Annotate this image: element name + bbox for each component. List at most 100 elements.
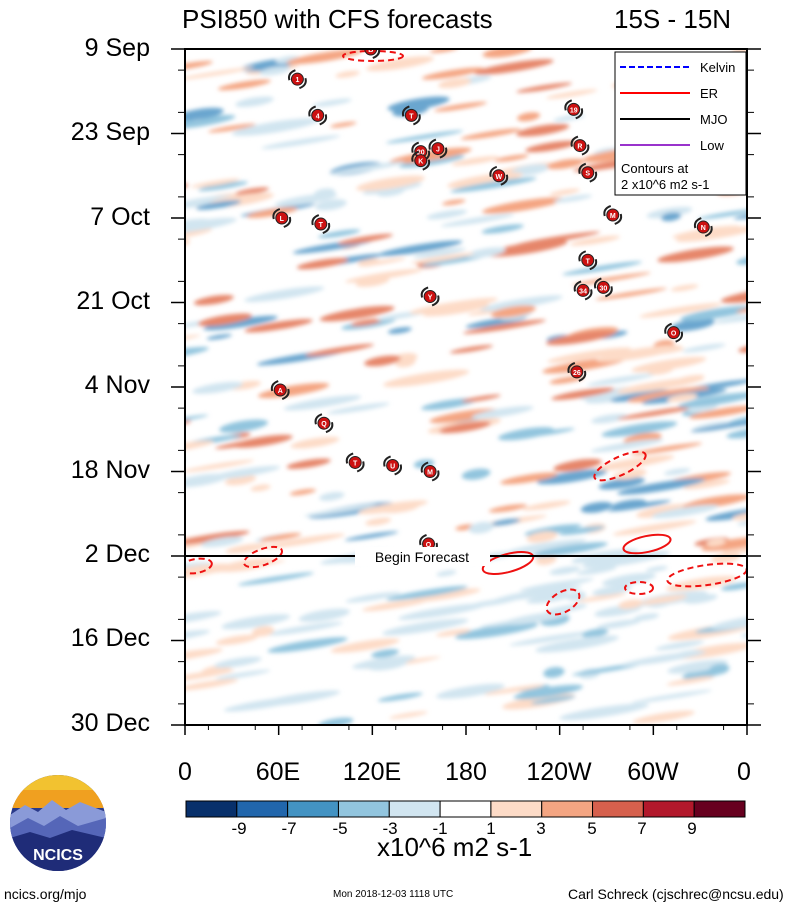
anomaly-streak	[203, 315, 278, 331]
anomaly-streak	[298, 608, 350, 622]
storm-label: B	[368, 47, 373, 54]
anomaly-streak	[461, 468, 491, 480]
anomaly-streak	[732, 512, 747, 521]
anomaly-streak	[570, 235, 620, 246]
storm-circle-icon	[492, 169, 506, 183]
anomaly-streak	[500, 472, 558, 485]
y-tick-label: 23 Sep	[70, 118, 150, 146]
anomaly-streak	[722, 540, 747, 554]
storm-tail-icon	[578, 162, 598, 183]
anomaly-streak	[581, 628, 609, 638]
anomaly-streak	[387, 327, 412, 334]
anomaly-streak	[752, 663, 806, 681]
storm-marker: 20	[411, 141, 431, 162]
anomaly-streak	[770, 69, 798, 79]
storm-marker: Q	[314, 413, 334, 434]
y-tick-label: 9 Sep	[84, 34, 150, 62]
x-tick-label: 60W	[627, 758, 679, 786]
storm-label: L	[280, 216, 285, 223]
anomaly-streak	[689, 405, 747, 419]
storm-circle-icon	[431, 142, 445, 156]
anomaly-streak	[598, 477, 645, 490]
colorbar-tick-label: -1	[432, 819, 448, 838]
anomaly-streak	[645, 566, 668, 572]
anomaly-streak	[185, 459, 255, 473]
anomaly-streak	[466, 247, 506, 258]
storm-tail-icon	[664, 322, 684, 343]
footer-website: ncics.org/mjo	[4, 886, 87, 902]
anomaly-streak	[261, 135, 341, 149]
anomaly-streak	[683, 594, 718, 604]
storm-marker: 4	[308, 105, 328, 126]
anomaly-streak	[546, 330, 615, 346]
anomaly-streak	[590, 438, 664, 453]
anomaly-streak	[580, 501, 613, 513]
anomaly-streak	[633, 613, 660, 621]
storm-circle-icon	[317, 416, 331, 430]
colorbar	[185, 800, 746, 818]
storm-circle-icon	[423, 289, 437, 303]
anomaly-streak	[267, 637, 348, 653]
anomaly-streak	[365, 517, 392, 526]
anomaly-streak	[345, 591, 401, 603]
storm-tail-icon	[401, 105, 421, 126]
anomaly-streak	[223, 696, 305, 712]
storm-marker: T	[578, 250, 598, 271]
anomaly-streak	[759, 269, 791, 281]
storm-label: K	[418, 159, 423, 166]
storm-circle-icon	[570, 365, 584, 379]
colorbar-tick-label: -9	[231, 819, 247, 838]
storm-tail-icon	[570, 135, 590, 156]
storm-circle-icon	[606, 208, 620, 222]
anomaly-streak	[145, 446, 182, 457]
anomaly-streak	[206, 334, 232, 340]
anomaly-streak	[675, 226, 747, 242]
colorbar-swatch	[490, 800, 543, 818]
anomaly-streak	[383, 504, 419, 514]
storm-circle-icon	[364, 49, 378, 56]
storm-label: 1	[295, 77, 299, 84]
storm-label: 26	[573, 370, 581, 377]
anomaly-streak	[455, 622, 539, 640]
storm-marker: 30	[594, 277, 613, 298]
anomaly-streak	[547, 347, 632, 363]
storm-tail-icon	[578, 250, 598, 271]
anomaly-streak	[756, 612, 790, 628]
storm-label: 20	[417, 150, 425, 157]
anomaly-streak	[682, 494, 747, 509]
chart-title: PSI850 with CFS forecasts	[182, 4, 493, 34]
legend-note-line2: 2 x10^6 m2 s-1	[621, 177, 709, 192]
anomaly-streak	[192, 381, 243, 394]
anomaly-streak	[595, 455, 675, 471]
storm-circle-icon	[581, 166, 595, 180]
anomaly-streak	[251, 626, 275, 637]
anomaly-streak	[366, 56, 434, 71]
legend-label: ER	[700, 86, 718, 101]
anomaly-streak	[398, 603, 486, 620]
anomaly-streak	[530, 695, 576, 705]
colorbar-swatch	[236, 800, 289, 818]
anomaly-streak	[680, 305, 747, 321]
anomaly-streak	[383, 369, 470, 387]
anomaly-streak	[592, 585, 633, 596]
anomaly-streak	[596, 345, 682, 362]
x-tick-label: 120E	[342, 758, 402, 786]
storm-tail-icon	[594, 277, 613, 298]
storm-label: T	[409, 113, 414, 120]
anomaly-streak	[595, 287, 667, 301]
anomaly-streak	[678, 392, 747, 408]
anomaly-streak	[449, 345, 494, 354]
anomaly-streak	[410, 588, 481, 603]
storm-circle-icon	[576, 283, 590, 297]
storm-tail-icon	[411, 150, 431, 171]
storm-circle-icon	[414, 154, 428, 168]
anomaly-streak	[442, 199, 466, 206]
anomaly-streak	[439, 421, 491, 434]
anomaly-streak	[290, 436, 340, 449]
anomaly-streak	[481, 224, 524, 234]
anomaly-streak	[185, 227, 212, 240]
anomaly-streak	[259, 66, 290, 76]
anomaly-streak	[482, 49, 533, 58]
storm-circle-icon	[596, 280, 610, 294]
anomaly-streak	[591, 413, 628, 424]
